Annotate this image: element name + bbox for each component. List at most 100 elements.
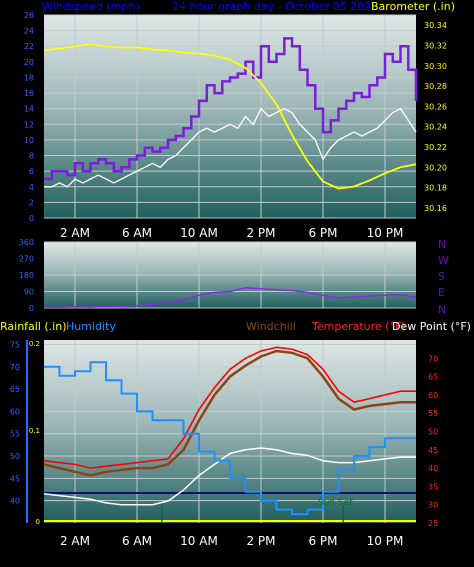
temperature-tick-label: 50: [428, 428, 438, 437]
time-tick-label: 10 AM: [180, 534, 218, 548]
temperature-tick-label: 30: [428, 501, 438, 510]
time-tick-label: 6 PM: [308, 534, 337, 548]
lower-time-axis: 2 AM 6 AM 10 AM 2 PM 6 PM 10 PM: [60, 534, 403, 548]
gust-line: [44, 37, 418, 181]
rainfall-tick-label: 0.2: [29, 340, 40, 348]
barometer-axis-title: Barometer (.in): [371, 0, 455, 13]
barometer-line: [43, 43, 417, 190]
direction-tick-label: 270: [19, 255, 34, 264]
barometer-tick-label: 30.34: [424, 21, 447, 30]
windspeed-tick-label: 8: [29, 152, 34, 161]
temperature-tick-label: 35: [428, 482, 438, 491]
barometer-tick-label: 30.16: [424, 204, 447, 213]
direction-label-n-bottom: N: [438, 303, 446, 316]
direction-label-n-top: N: [438, 238, 446, 251]
temperature-tick-label: 65: [428, 373, 438, 382]
windspeed-line: [44, 107, 417, 188]
rainfall-axis-title: Rainfall (.in): [0, 320, 67, 333]
barometer-tick-label: 30.22: [424, 143, 447, 152]
windspeed-tick-label: 18: [24, 73, 34, 82]
humidity-tick-label: 45: [10, 474, 20, 483]
time-tick-label: 2 AM: [60, 534, 90, 548]
top-time-axis: 2 AM 6 AM 10 AM 2 PM 6 PM 10 PM: [60, 226, 403, 240]
windchill-line: [43, 349, 416, 477]
barometer-tick-label: 30.20: [424, 163, 447, 172]
chart-title: 24 hour graph day - October 05 2025: [172, 0, 378, 13]
humidity-tick-label: 75: [10, 340, 20, 349]
barometer-axis: 30.16 30.18 30.20 30.22 30.24 30.26 30.28 30.30…: [424, 21, 447, 213]
time-tick-label: 10 PM: [367, 534, 404, 548]
humidity-line: [44, 361, 416, 516]
windspeed-tick-label: 16: [24, 89, 34, 98]
humidity-tick-label: 60: [10, 407, 20, 416]
windspeed-tick-label: 24: [24, 27, 34, 36]
windspeed-tick-label: 20: [24, 58, 34, 67]
time-tick-label: 2 AM: [60, 226, 90, 240]
temperature-tick-label: 45: [428, 446, 438, 455]
windspeed-axis-title: Windspeed (mph): [42, 0, 140, 13]
temperature-tick-label: 40: [428, 464, 438, 473]
humidity-tick-label: 65: [10, 385, 20, 394]
lower-plot-background: [44, 340, 416, 523]
windspeed-tick-label: 12: [24, 120, 34, 129]
top-series: [43, 37, 418, 190]
direction-label-e: E: [438, 286, 445, 299]
humidity-tick-label: 40: [10, 497, 20, 506]
windchill-legend: Windchill: [246, 320, 296, 333]
windspeed-tick-label: 22: [24, 42, 34, 51]
time-tick-label: 2 PM: [246, 534, 275, 548]
sun-set-label: Sun Set: [318, 498, 353, 508]
humidity-tick-label: 70: [10, 363, 20, 372]
temperature-tick-label: 55: [428, 409, 438, 418]
time-tick-label: 2 PM: [246, 226, 275, 240]
lower-panel: 40 45 50 55 60 65 70 75 0 0.1 0.2 25 30 35 40 45 50 55 6…: [0, 320, 471, 548]
rainfall-tick-label: 0: [36, 518, 40, 526]
barometer-tick-label: 30.24: [424, 123, 447, 132]
time-tick-label: 6 PM: [308, 226, 337, 240]
windspeed-tick-label: 0: [29, 214, 34, 223]
barometer-tick-label: 30.30: [424, 62, 447, 71]
windspeed-tick-label: 14: [24, 105, 34, 114]
humidity-axis-title: Humidity: [66, 320, 116, 333]
rainfall-tick-label: 0.1: [29, 427, 40, 435]
direction-tick-label: 0: [29, 304, 34, 313]
direction-axis: 0 90 180 270 360: [19, 238, 34, 313]
humidity-tick-label: 55: [10, 430, 20, 439]
windspeed-tick-label: 10: [24, 136, 34, 145]
dewpoint-legend: Dew Point (°F): [392, 320, 471, 333]
windspeed-tick-label: 2: [29, 198, 34, 207]
temperature-line: [43, 346, 416, 469]
temperature-tick-label: 25: [428, 519, 438, 528]
top-grid: [44, 14, 416, 219]
direction-tick-label: 90: [24, 288, 34, 297]
time-tick-label: 10 AM: [180, 226, 218, 240]
time-tick-label: 10 PM: [367, 226, 404, 240]
barometer-tick-label: 30.28: [424, 82, 447, 91]
temperature-axis: 25 30 35 40 45 50 55 60 65 70: [428, 354, 438, 528]
time-tick-label: 6 AM: [122, 534, 152, 548]
direction-series: [43, 287, 417, 309]
rainfall-axis: 0 0.1 0.2: [29, 340, 40, 526]
temperature-axis-title: Temperature (°F): [311, 320, 406, 333]
barometer-tick-label: 30.26: [424, 102, 447, 111]
wind-direction-line: [43, 287, 417, 309]
dark-band: [44, 492, 416, 494]
direction-label-s: S: [438, 270, 445, 283]
windspeed-tick-label: 6: [29, 167, 34, 176]
humidity-tick-label: 50: [10, 452, 20, 461]
lower-series: [43, 346, 416, 523]
time-tick-label: 6 AM: [122, 226, 152, 240]
windspeed-tick-label: 26: [24, 11, 34, 20]
direction-tick-label: 360: [19, 238, 34, 247]
temperature-tick-label: 60: [428, 391, 438, 400]
barometer-tick-label: 30.32: [424, 41, 447, 50]
barometer-tick-label: 30.18: [424, 184, 447, 193]
temperature-tick-label: 70: [428, 354, 438, 363]
direction-label-w: W: [438, 254, 449, 267]
direction-panel: 0 90 180 270 360 N W S E N: [19, 238, 449, 316]
humidity-axis: 40 45 50 55 60 65 70 75: [10, 340, 28, 523]
direction-tick-label: 180: [19, 271, 34, 280]
